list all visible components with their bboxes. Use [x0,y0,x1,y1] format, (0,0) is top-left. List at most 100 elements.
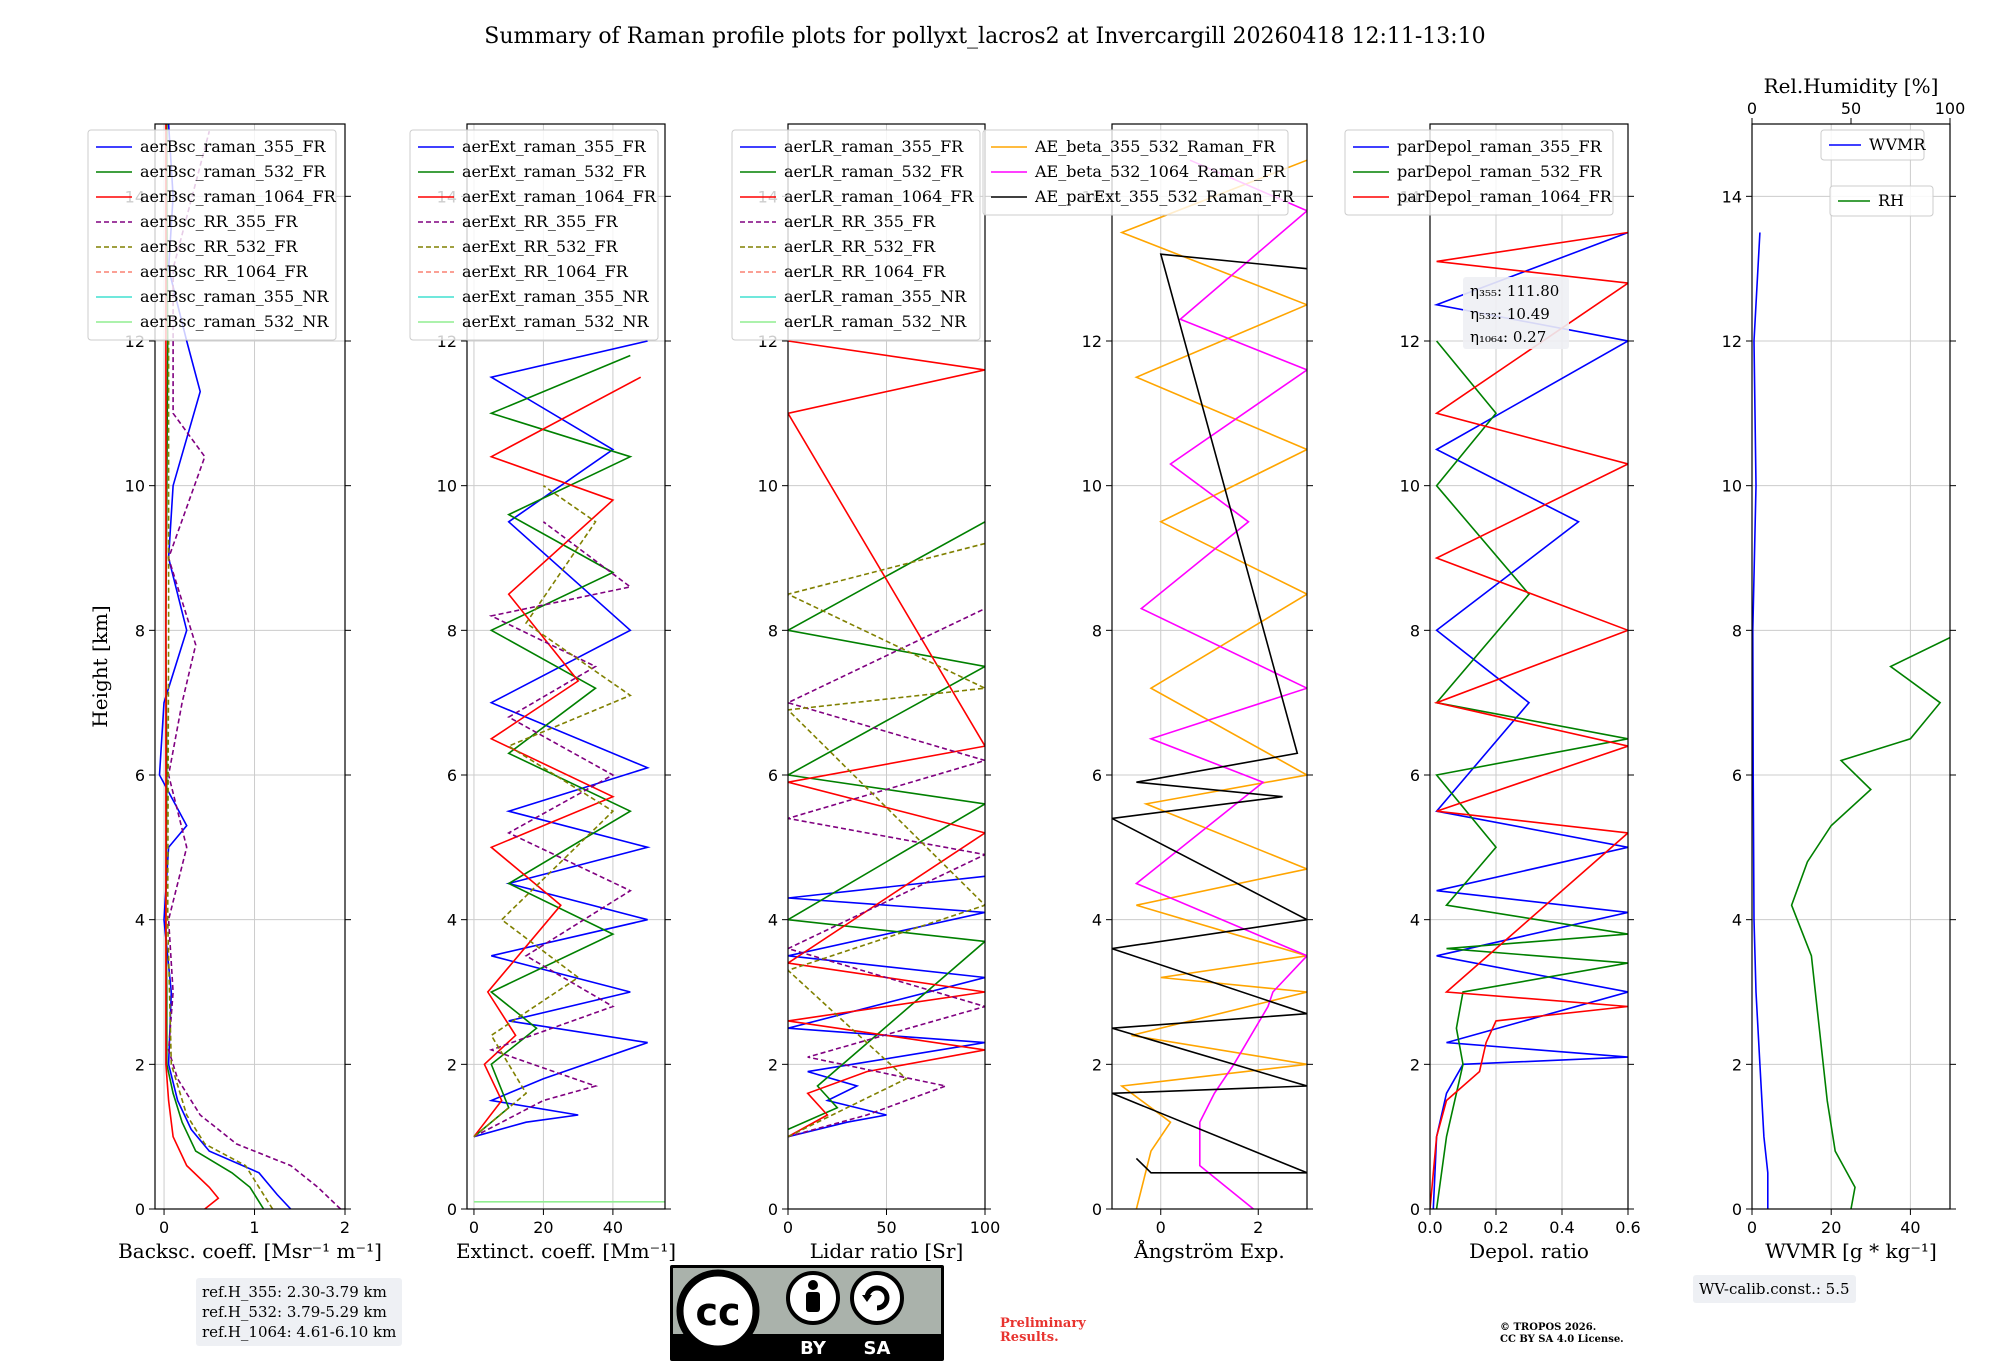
cc-license-badge: cc BY SA [670,1265,944,1361]
ext-legend-label: aerExt_raman_532_NR [462,312,650,331]
bsc-x-tick-label: 1 [249,1218,259,1237]
wv-x-tick-label: 40 [1900,1218,1920,1237]
wv-x-tick-label: 20 [1821,1218,1841,1237]
depol-eta-label: η₃₅₅: 111.80 [1470,282,1559,300]
ae-y-tick-label: 8 [1092,621,1102,640]
wv-y-tick-label: 0 [1732,1200,1742,1219]
copyright-note: © TROPOS 2026. CC BY SA 4.0 License. [1500,1322,1624,1346]
lr-x-tick-label: 0 [783,1218,793,1237]
wv-y-tick-label: 6 [1732,766,1742,785]
wv-x-axis-label: WVMR [g * kg⁻¹] [1765,1239,1937,1263]
cc-by-label: BY [800,1338,827,1359]
bsc-legend-label: aerBsc_RR_355_FR [140,212,298,231]
preliminary-line-2: Results. [1000,1330,1059,1345]
lr-x-tick-label: 100 [970,1218,1001,1237]
ext-series-aerext-rr-532-fr [473,485,632,1138]
ae-y-tick-label: 0 [1092,1200,1102,1219]
ext-axes-frame [466,123,666,1210]
ae-x-axis-label: Ångström Exp. [1133,1238,1284,1263]
depol-eta-box: η₃₅₅: 111.80 η₅₃₂: 10.49 η₁₀₆₄: 0.27 [1463,277,1569,349]
lr-legend-label: aerLR_raman_355_FR [784,137,964,156]
lr-x-tick-label: 50 [876,1218,896,1237]
chart-bsc: 01202468101214Backsc. coeff. [Msr⁻¹ m⁻¹]… [87,123,382,1263]
bsc-y-tick-label: 10 [125,477,145,496]
ext-y-tick-label: 2 [447,1055,457,1074]
bsc-legend: aerBsc_raman_355_FR aerBsc_raman_532_FRae… [87,129,337,341]
bsc-series-aerbsc-raman-355-fr [158,124,292,1209]
wv-calibration-text: WV-calib.const.: 5.5 [1699,1280,1850,1298]
ae-x-tick-label: 0 [1156,1218,1166,1237]
depol-legend: parDepol_raman_355_FR parDepol_raman_532_… [1344,129,1614,216]
lr-y-tick-label: 6 [768,766,778,785]
lr-legend-label: aerLR_raman_532_NR [784,312,967,331]
depol-axes-frame [1429,123,1629,1210]
lr-legend-label: aerLR_RR_1064_FR [784,262,946,281]
depol-x-tick-label: 0.2 [1483,1218,1508,1237]
copyright-line-2: CC BY SA 4.0 License. [1500,1334,1624,1345]
ae-series-ae-parext-355-532-raman-fr [1112,253,1307,1174]
bsc-legend-label: aerBsc_raman_532_FR [140,162,326,181]
bsc-series-aerbsc-raman-1064-fr [165,124,220,1209]
wv-y-tick-label: 8 [1732,621,1742,640]
wv-y-tick-label: 10 [1722,477,1742,496]
cc-sa-label: SA [864,1338,891,1359]
ae-axes-frame [1111,123,1308,1210]
ae-series-ae-beta-355-532-raman-fr [1119,159,1307,1209]
bsc-legend-label: aerBsc_raman_355_FR [140,137,326,156]
ext-legend-label: aerExt_RR_532_FR [462,237,619,256]
lr-legend-label: aerLR_RR_532_FR [784,237,936,256]
wv-legend-rh: RH [1829,185,1934,217]
depol-x-tick-label: 0.6 [1615,1218,1640,1237]
ext-x-tick-label: 0 [469,1218,479,1237]
ext-y-tick-label: 8 [447,621,457,640]
ae-x-tick-label: 2 [1253,1218,1263,1237]
lr-y-tick-label: 8 [768,621,778,640]
wv-legend-label: RH [1878,191,1904,210]
bsc-legend-label: aerBsc_raman_1064_FR [140,187,337,206]
wv-series-wvmr [1752,232,1769,1209]
ext-legend-label: aerExt_raman_355_FR [462,137,647,156]
bsc-axes-frame [154,123,346,1210]
wv-x-tick-label: 0 [1747,1218,1757,1237]
wv-y-tick-label: 14 [1722,187,1742,206]
bsc-y-tick-label: 4 [135,911,145,930]
lr-legend-label: aerLR_raman_355_NR [784,287,967,306]
lr-legend: aerLR_raman_355_FR aerLR_raman_532_FR aerL… [731,129,981,341]
depol-legend-label: parDepol_raman_1064_FR [1397,187,1613,206]
ref-height-355: ref.H_355: 2.30-3.79 km [202,1283,387,1301]
bsc-legend-label: aerBsc_raman_355_NR [140,287,329,306]
depol-y-tick-label: 12 [1400,332,1420,351]
depol-x-tick-label: 0.0 [1417,1218,1442,1237]
wv-top-x-tick-label: 50 [1841,99,1861,118]
preliminary-note: Preliminary Results. [1000,1317,1086,1345]
depol-eta-label: η₁₀₆₄: 0.27 [1470,328,1546,346]
lr-y-tick-label: 2 [768,1055,778,1074]
ref-height-1064: ref.H_1064: 4.61-6.10 km [202,1323,397,1341]
ref-height-532: ref.H_532: 3.79-5.29 km [202,1303,387,1321]
bsc-legend-label: aerBsc_raman_532_NR [140,312,329,331]
lr-y-tick-label: 10 [758,477,778,496]
wv-y-tick-label: 2 [1732,1055,1742,1074]
copyright-line-1: © TROPOS 2026. [1500,1322,1597,1333]
bsc-x-tick-label: 0 [159,1218,169,1237]
lr-series-aerlr-raman-532-fr [788,521,985,1131]
depol-y-tick-label: 8 [1410,621,1420,640]
ext-legend-label: aerExt_raman_1064_FR [462,187,657,206]
ae-legend-label: AE_beta_355_532_Raman_FR [1034,137,1276,156]
ext-x-tick-label: 40 [603,1218,623,1237]
chart-depol: 0.00.20.40.602468101214Depol. ratioparDe… [1344,123,1641,1263]
wv-legend-label: WVMR [1869,135,1926,154]
bsc-series-aerbsc-rr-355-fr [167,130,342,1209]
ext-series-aerext-raman-1064-fr [473,376,642,1138]
bsc-series-aerbsc-raman-532-fr [165,124,265,1209]
ae-y-tick-label: 6 [1092,766,1102,785]
lr-legend-label: aerLR_RR_355_FR [784,212,936,231]
ext-legend: aerExt_raman_355_FR aerExt_raman_532_FRae… [409,129,659,341]
depol-eta-label: η₅₃₂: 10.49 [1470,305,1550,323]
lr-x-axis-label: Lidar ratio [Sr] [810,1239,964,1263]
bsc-y-tick-label: 6 [135,766,145,785]
bsc-legend-label: aerBsc_RR_532_FR [140,237,298,256]
ext-x-axis-label: Extinct. coeff. [Mm⁻¹] [456,1239,676,1263]
preliminary-line-1: Preliminary [1000,1316,1086,1331]
